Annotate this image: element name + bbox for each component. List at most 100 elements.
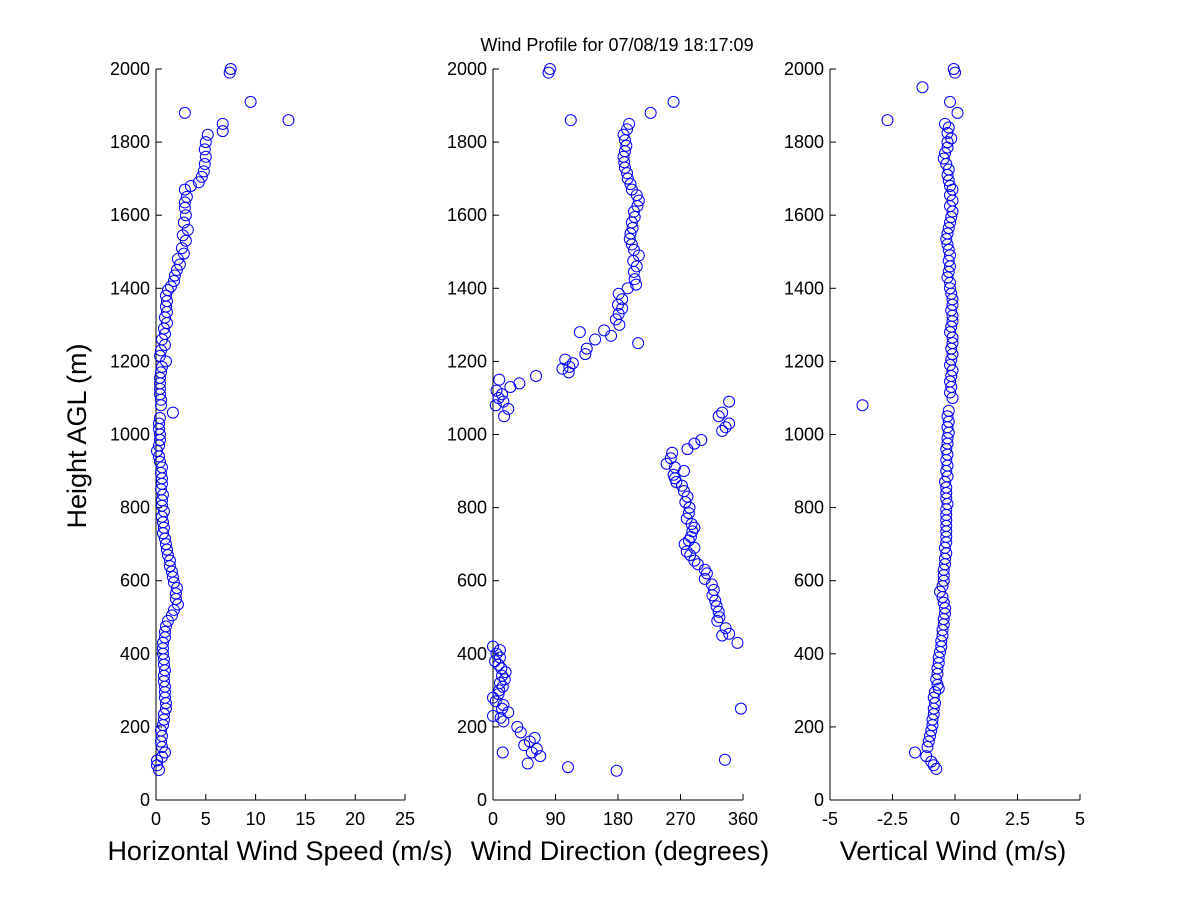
direction-data-point <box>534 750 547 763</box>
direction-data-point <box>493 684 506 697</box>
vertical-data-point <box>936 591 949 604</box>
direction-data-point <box>675 479 688 492</box>
speed-data-point <box>197 165 210 178</box>
speed-data-point <box>150 754 163 767</box>
direction-data-point <box>716 629 729 642</box>
direction-data-point <box>710 600 723 613</box>
speed-data-point <box>178 196 191 209</box>
vertical-wind-plot: 0 200 400 600 800 1000 1200 1400 1600 1800 2000 -5 -… <box>784 59 1085 866</box>
direction-data-point <box>716 406 729 419</box>
direction-data-point <box>623 117 636 130</box>
speed-data-point <box>152 764 165 777</box>
speed-y-tick-label: 1200 <box>110 351 150 371</box>
speed-y-tick-label: 800 <box>120 498 150 518</box>
speed-data-point <box>184 179 197 192</box>
speed-x-tick-label: 25 <box>395 809 415 829</box>
direction-x-tick-label: 0 <box>488 809 498 829</box>
vertical-data-point <box>922 735 935 748</box>
direction-x-tick-label: 360 <box>728 809 758 829</box>
direction-data-point <box>521 757 534 770</box>
speed-data-point <box>170 264 183 277</box>
direction-data-point <box>530 742 543 755</box>
speed-x-tick-label: 5 <box>201 809 211 829</box>
direction-data-point <box>496 746 509 759</box>
speed-y-tick-label: 200 <box>120 717 150 737</box>
direction-data-point <box>700 567 713 580</box>
direction-data-point <box>525 746 538 759</box>
direction-data-point <box>562 366 575 379</box>
vertical-data-point <box>881 114 894 127</box>
vertical-data-point <box>856 399 869 412</box>
speed-data-point <box>224 63 237 75</box>
vertical-data-point <box>944 216 956 229</box>
direction-data-point <box>709 594 722 607</box>
speed-data-point <box>161 614 174 627</box>
direction-data-point <box>716 424 729 437</box>
vertical-data-point <box>941 271 954 284</box>
direction-data-point <box>580 342 593 355</box>
direction-data-point <box>504 380 517 393</box>
vertical-data-point <box>934 585 946 598</box>
vertical-data-point <box>940 232 953 245</box>
vertical-x-axis-label: Vertical Wind (m/s) <box>840 836 1067 866</box>
speed-data-point <box>166 571 179 584</box>
vertical-data-point <box>935 640 948 653</box>
direction-x-tick-label: 180 <box>603 809 633 829</box>
vertical-y-tick-label: 1200 <box>784 351 824 371</box>
vertical-data-point <box>932 682 945 695</box>
direction-data-point <box>706 589 719 602</box>
speed-y-tick-label: 2000 <box>110 59 150 79</box>
direction-data-point <box>630 278 643 291</box>
vertical-data-point <box>944 95 956 108</box>
direction-data-point <box>528 731 541 744</box>
vertical-data-point <box>944 282 956 295</box>
direction-data-point <box>598 324 611 337</box>
vertical-data-point <box>944 386 956 399</box>
vertical-data-point <box>945 211 958 224</box>
direction-data-point <box>677 465 690 478</box>
vertical-data-point <box>949 66 961 79</box>
speed-data-point <box>178 201 191 214</box>
speed-data-point <box>154 393 167 406</box>
speed-data-point <box>244 95 257 108</box>
speed-data-point <box>152 450 165 463</box>
speed-data-point <box>160 543 173 556</box>
direction-data-point <box>496 680 509 693</box>
direction-data-point <box>626 221 639 234</box>
direction-data-point <box>487 709 499 722</box>
speed-x-tick-label: 20 <box>345 809 365 829</box>
direction-data-point <box>530 370 543 383</box>
direction-data-point <box>731 636 744 649</box>
speed-x-tick-label: 0 <box>151 809 161 829</box>
direction-data-point <box>628 273 641 286</box>
direction-data-point <box>666 446 679 459</box>
vertical-data-point <box>941 168 954 181</box>
speed-data-point <box>178 183 191 196</box>
direction-data-point <box>563 360 576 373</box>
speed-data-point <box>167 603 180 616</box>
vertical-data-point <box>937 574 950 587</box>
direction-data-point <box>623 232 636 245</box>
speed-y-tick-label: 1400 <box>110 278 150 298</box>
direction-y-tick-label: 0 <box>477 790 487 810</box>
direction-data-point <box>685 518 698 531</box>
direction-data-point <box>718 753 731 766</box>
speed-data-point <box>166 406 179 419</box>
direction-data-point <box>723 627 736 640</box>
speed-x-axis-label: Horizontal Wind Speed (m/s) <box>107 836 452 866</box>
direction-y-tick-label: 2000 <box>447 59 487 79</box>
direction-data-point <box>621 167 634 180</box>
vertical-data-point <box>925 724 938 737</box>
speed-data-point <box>163 560 176 573</box>
direction-data-point <box>496 388 509 401</box>
direction-data-point <box>680 545 693 558</box>
vertical-y-tick-label: 2000 <box>784 59 824 79</box>
speed-data-point <box>178 106 191 119</box>
direction-data-point <box>613 318 626 331</box>
vertical-data-point <box>909 746 921 759</box>
speed-y-tick-label: 600 <box>120 571 150 591</box>
direction-data-point <box>497 715 510 728</box>
vertical-data-point <box>951 106 964 119</box>
vertical-x-tick-label: 5 <box>1075 809 1085 829</box>
